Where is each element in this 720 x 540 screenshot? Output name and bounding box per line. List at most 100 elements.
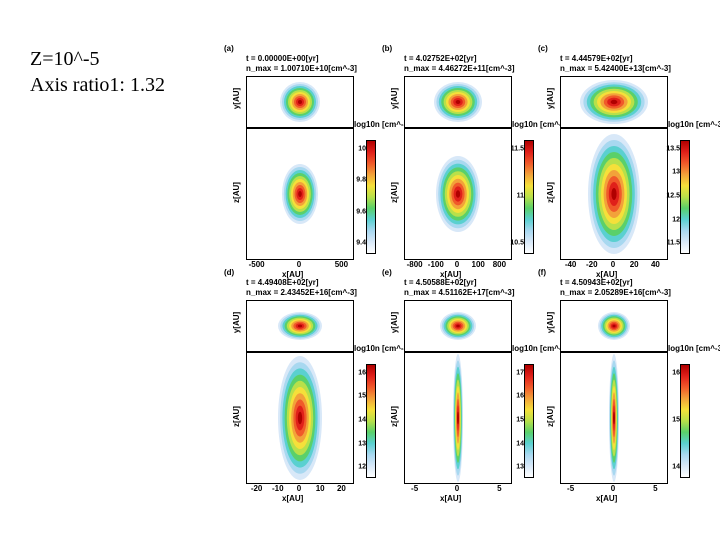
panel-d: (d) t = 4.49408E+02[yr] n_max = 2.43452E+1… (222, 268, 411, 507)
x-tick: -500 (248, 260, 265, 269)
colorbar-tick: 16 (358, 369, 366, 377)
x-axis-label: x[AU] (596, 270, 618, 279)
time-label: t = 4.50588E+02[yr] (404, 278, 477, 287)
panel-tag: (c) (538, 44, 548, 53)
density-map (278, 356, 322, 480)
colorbar-label: log10n [cm^-3] (354, 344, 411, 353)
top-contour-9 (298, 100, 302, 104)
slide-title: Z=10^-5 Axis ratio1: 1.32 (30, 46, 165, 98)
bot-contour-9 (297, 411, 303, 425)
axis-ratio-label: Axis ratio1: 1.32 (30, 74, 165, 96)
x-tick: 5 (653, 484, 658, 493)
x-tick-labels: -800 -100 0 100 800 (404, 260, 510, 270)
z-axis-label: z[AU] (389, 182, 399, 203)
xz-plane-plot (404, 352, 512, 484)
top-contour-9 (456, 324, 460, 328)
x-tick: 0 (454, 260, 460, 269)
colorbar-tick: 12 (358, 463, 366, 471)
top-contour-9 (612, 324, 616, 328)
time-label: t = 4.49408E+02[yr] (246, 278, 319, 287)
colorbar (366, 140, 376, 254)
xy-plane-plot (246, 76, 354, 128)
x-tick: -10 (272, 484, 284, 493)
x-tick: -5 (411, 484, 419, 493)
colorbar-tick: 11.5 (510, 145, 524, 153)
x-tick: -20 (250, 484, 263, 493)
nmax-label: n_max = 2.05289E+16[cm^-3] (560, 288, 671, 297)
x-tick: 500 (334, 260, 349, 269)
x-tick: -100 (427, 260, 444, 269)
x-tick: 0 (296, 484, 302, 493)
z-axis-label: z[AU] (545, 182, 555, 203)
x-axis-label: x[AU] (282, 494, 304, 503)
time-label: t = 0.00000E+00[yr] (246, 54, 319, 63)
colorbar-tick: 16 (516, 392, 524, 400)
panel-tag: (b) (382, 44, 393, 53)
time-label: t = 4.02752E+02[yr] (404, 54, 477, 63)
colorbar (524, 140, 534, 254)
x-tick-labels: -5 0 5 (560, 484, 666, 494)
panel-tag: (e) (382, 268, 392, 277)
colorbar-tick: 17 (516, 369, 524, 377)
top-contour-9 (455, 100, 461, 104)
colorbar-tick: 13.5 (666, 145, 680, 153)
density-map (598, 312, 630, 340)
x-tick: 800 (492, 260, 507, 269)
colorbar-tick: 15 (672, 416, 680, 424)
colorbar-label: log10n [cm^-3] (668, 344, 720, 353)
xy-plane-plot (560, 76, 668, 128)
density-map (453, 354, 463, 482)
panel-f: (f) t = 4.50943E+02[yr] n_max = 2.05289E+1… (536, 268, 720, 507)
x-tick-labels: -500 0 500 (246, 260, 352, 270)
colorbar (680, 140, 690, 254)
panel-c: (c) t = 4.44579E+02[yr] n_max = 5.42400E+1… (536, 44, 720, 283)
nmax-label: n_max = 5.42400E+13[cm^-3] (560, 64, 671, 73)
panel-tag: (d) (224, 268, 235, 277)
xz-plane-plot (404, 128, 512, 260)
x-tick-labels: -5 0 5 (404, 484, 510, 494)
density-map (280, 82, 320, 122)
density-map (278, 312, 322, 340)
x-tick: 20 (629, 260, 639, 269)
x-axis-label: x[AU] (282, 270, 304, 279)
colorbar (366, 364, 376, 478)
xz-plane-plot (560, 352, 668, 484)
x-tick: 0 (610, 484, 616, 493)
time-label: t = 4.50943E+02[yr] (560, 278, 633, 287)
colorbar-tick: 10 (358, 145, 366, 153)
colorbar-ticks: 10 9.8 9.6 9.4 (352, 140, 366, 252)
colorbar-ticks: 16 15 14 (666, 364, 680, 476)
x-tick: 5 (497, 484, 502, 493)
colorbar (680, 364, 690, 478)
colorbar-tick: 13 (516, 463, 524, 471)
y-axis-label: y[AU] (546, 311, 556, 334)
panel-tag: (f) (538, 268, 546, 277)
nmax-label: n_max = 2.43452E+16[cm^-3] (246, 288, 357, 297)
x-tick: -5 (567, 484, 575, 493)
colorbar-tick: 13 (358, 440, 366, 448)
y-axis-label: y[AU] (546, 87, 556, 110)
xz-plane-plot (246, 352, 354, 484)
x-axis-label: x[AU] (440, 494, 462, 503)
colorbar-tick: 9.6 (356, 208, 366, 216)
z-axis-label: z[AU] (231, 182, 241, 203)
bot-contour-9 (611, 188, 617, 200)
x-tick: -800 (406, 260, 423, 269)
bot-contour-9 (457, 411, 459, 425)
colorbar-tick: 12 (672, 216, 680, 224)
x-tick: -40 (564, 260, 577, 269)
panel-tag: (a) (224, 44, 234, 53)
density-map (282, 164, 318, 224)
density-map (588, 134, 640, 254)
x-tick: 20 (336, 484, 346, 493)
colorbar-tick: 10.5 (510, 239, 524, 247)
colorbar-tick: 14 (672, 463, 680, 471)
colorbar-tick: 15 (358, 392, 366, 400)
x-axis-label: x[AU] (440, 270, 462, 279)
nmax-label: n_max = 4.51162E+17[cm^-3] (404, 288, 515, 297)
y-axis-label: y[AU] (232, 87, 242, 110)
colorbar-tick: 14 (516, 440, 524, 448)
density-map (434, 82, 482, 122)
y-axis-label: y[AU] (390, 311, 400, 334)
density-map (609, 354, 619, 482)
